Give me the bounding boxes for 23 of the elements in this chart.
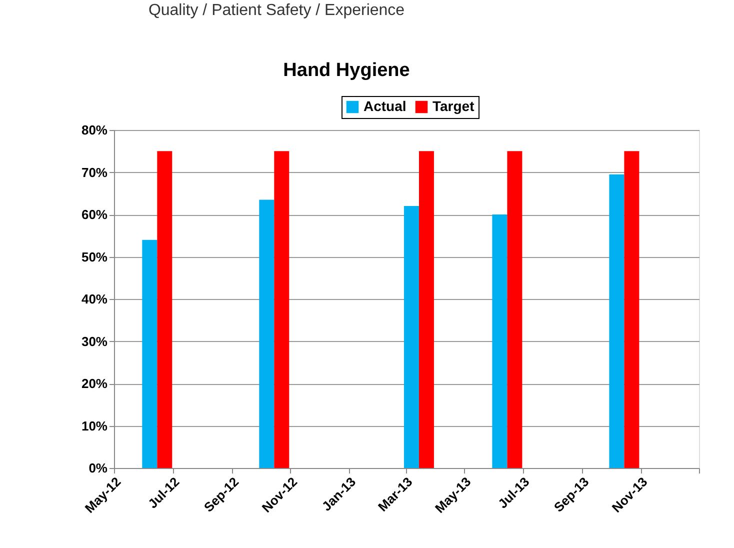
y-tick-label: 40% bbox=[81, 292, 108, 306]
bar bbox=[418, 151, 434, 468]
bar bbox=[157, 151, 172, 468]
y-tick-label: 30% bbox=[81, 334, 108, 349]
bar bbox=[624, 151, 640, 468]
chart-title: Hand Hygiene bbox=[283, 60, 410, 81]
text: Quality / Patient Safety / Experience bbox=[148, 2, 405, 19]
y-tick-label: 50% bbox=[81, 249, 108, 264]
bar bbox=[142, 240, 158, 468]
y-tick-label: 60% bbox=[81, 207, 108, 222]
y-tick-label: 20% bbox=[81, 376, 108, 391]
y-tick-label: 0% bbox=[88, 460, 108, 476]
bar bbox=[609, 174, 624, 468]
bar bbox=[404, 206, 419, 468]
bar bbox=[507, 151, 522, 468]
legend-label: Actual bbox=[364, 98, 406, 114]
y-tick-label: 80% bbox=[81, 122, 108, 138]
legend-label: Target bbox=[432, 98, 475, 114]
bar bbox=[259, 200, 274, 468]
bar bbox=[492, 214, 508, 468]
y-tick-label: 10% bbox=[81, 418, 108, 434]
y-tick-label: 70% bbox=[81, 164, 108, 180]
bar bbox=[274, 151, 290, 468]
